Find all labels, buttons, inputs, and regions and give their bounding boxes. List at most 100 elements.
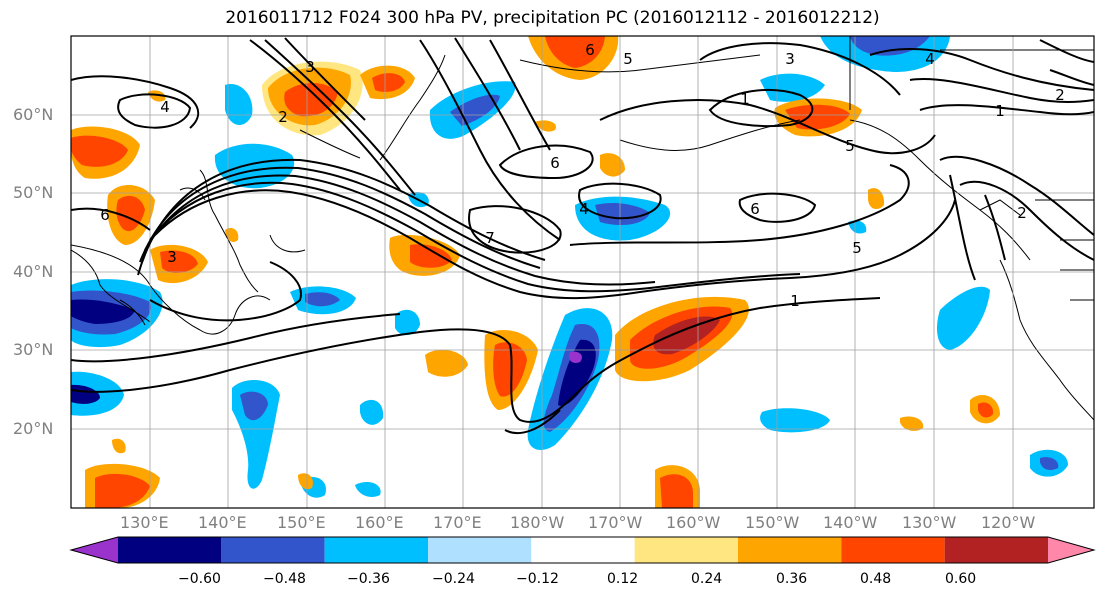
- precip-negative-area: [558, 339, 596, 406]
- precip-negative-area: [450, 94, 500, 126]
- contour-label: 3: [167, 248, 177, 266]
- contour-label: 1: [790, 292, 800, 310]
- contour-label: 4: [925, 50, 935, 68]
- lon-label-180w: 180°W: [510, 513, 565, 532]
- colorbar-tick: 0.24: [691, 571, 723, 587]
- gridlines: [71, 36, 1094, 508]
- contour-label: 2: [1055, 86, 1065, 104]
- precip-negative-area: [1040, 457, 1059, 470]
- contour-label: 6: [750, 200, 760, 218]
- colorbar-segment: [221, 537, 325, 563]
- precip-positive-area: [71, 135, 128, 167]
- precip-negative-area: [850, 36, 930, 56]
- precip-negative-area: [71, 384, 100, 404]
- map-title: 2016011712 F024 300 hPa PV, precipitatio…: [225, 8, 880, 28]
- contour-label: 2: [1017, 204, 1027, 222]
- contour-label: 5: [852, 239, 862, 257]
- map-panel: 3 5 4 1 6 2 7 1 5 6 3 4 6 2 4 5 6 3 2 1: [70, 35, 1095, 509]
- precip-negative-area: [240, 391, 268, 421]
- lat-label-20n: 20°N: [13, 419, 54, 438]
- colorbar-segment: [841, 537, 945, 563]
- precip-negative-area: [848, 220, 867, 234]
- precip-positive-area: [653, 316, 720, 355]
- precip-negative-area: [71, 299, 135, 324]
- lat-label-30n: 30°N: [13, 340, 54, 359]
- contour-label: 7: [485, 229, 495, 247]
- colorbar-tick: −0.36: [347, 571, 390, 587]
- contour-label: 3: [785, 50, 795, 68]
- contour-label: 3: [305, 58, 315, 76]
- precip-negative-area: [760, 408, 830, 433]
- precip-negative-area: [937, 286, 990, 350]
- pv-contours: [71, 37, 1094, 435]
- precip-positive-area: [425, 349, 468, 377]
- precip-positive-area: [600, 153, 625, 177]
- colorbar-segment: [738, 537, 842, 563]
- lon-label-160e: 160°E: [355, 513, 404, 532]
- colorbar-segment: [1048, 537, 1094, 563]
- precip-positive-area: [545, 36, 605, 68]
- contour-label: 4: [579, 200, 589, 218]
- contour-label: 2: [278, 108, 288, 126]
- pv-contour-labels: 3 5 4 1 6 2 7 1 5 6 3 4 6 2 4 5 6 3 2 1: [100, 41, 1065, 310]
- precip-negative-area: [214, 143, 295, 189]
- colorbar-tick: 0.60: [945, 571, 977, 587]
- lat-label-50n: 50°N: [13, 183, 54, 202]
- precip-positive-area: [95, 473, 150, 508]
- precip-positive-area: [535, 120, 556, 132]
- lon-label-140w: 140°W: [823, 513, 878, 532]
- colorbar-tick: −0.48: [263, 571, 306, 587]
- precip-positive-area: [148, 90, 166, 102]
- colorbar-tick: 0.12: [607, 571, 639, 587]
- precip-negative-area: [355, 481, 381, 497]
- precip-positive-area: [112, 438, 126, 454]
- lon-label-160w: 160°W: [666, 513, 721, 532]
- lon-label-130e: 130°E: [120, 513, 169, 532]
- precip-positive-area: [660, 474, 693, 508]
- contour-label: 6: [585, 41, 595, 59]
- colorbar-tick: 0.48: [860, 571, 892, 587]
- colorbar-segment: [324, 537, 428, 563]
- lon-label-130w: 130°W: [902, 513, 957, 532]
- lon-label-140e: 140°E: [198, 513, 247, 532]
- contour-label: 1: [740, 90, 750, 108]
- lon-label-120w: 120°W: [981, 513, 1036, 532]
- colorbar-segment: [531, 537, 635, 563]
- contour-label: 6: [550, 154, 560, 172]
- lon-label-150w: 150°W: [745, 513, 800, 532]
- colorbar-segment: [944, 537, 1048, 563]
- precip-positive-area: [160, 250, 198, 273]
- contour-label: 4: [160, 98, 170, 116]
- contour-label: 1: [995, 102, 1005, 120]
- colorbar-tick: 0.36: [776, 571, 808, 587]
- colorbar: [69, 536, 1096, 564]
- colorbar-tick: −0.60: [178, 571, 221, 587]
- colorbar-segment: [428, 537, 532, 563]
- contour-label: 5: [845, 137, 855, 155]
- precip-negative-area: [395, 309, 420, 336]
- colorbar-tick: −0.12: [516, 571, 559, 587]
- precip-positive-area: [978, 402, 994, 418]
- colorbar-segment: [71, 537, 118, 563]
- colorbar-segment: [118, 537, 222, 563]
- precip-negative-area: [595, 202, 650, 225]
- precip-negative-area: [360, 399, 384, 425]
- precip-positive-area: [298, 473, 313, 490]
- lat-label-40n: 40°N: [13, 262, 54, 281]
- precipitation-shading: [71, 36, 1068, 508]
- contour-label: 5: [623, 50, 633, 68]
- colorbar-outline: [69, 536, 1096, 564]
- precip-negative-area: [305, 292, 340, 307]
- precip-positive-area: [410, 244, 452, 268]
- lon-label-170w: 170°W: [588, 513, 643, 532]
- precip-negative-area: [760, 73, 825, 102]
- precip-positive-area: [284, 83, 338, 117]
- colorbar-segment: [634, 537, 738, 563]
- lon-label-150e: 150°E: [277, 513, 326, 532]
- map-frame: [70, 35, 1095, 509]
- lat-label-60n: 60°N: [13, 105, 54, 124]
- colorbar-tick: −0.24: [432, 571, 475, 587]
- precip-positive-area: [493, 342, 527, 397]
- contour-label: 6: [100, 206, 110, 224]
- precip-negative-area: [568, 351, 582, 363]
